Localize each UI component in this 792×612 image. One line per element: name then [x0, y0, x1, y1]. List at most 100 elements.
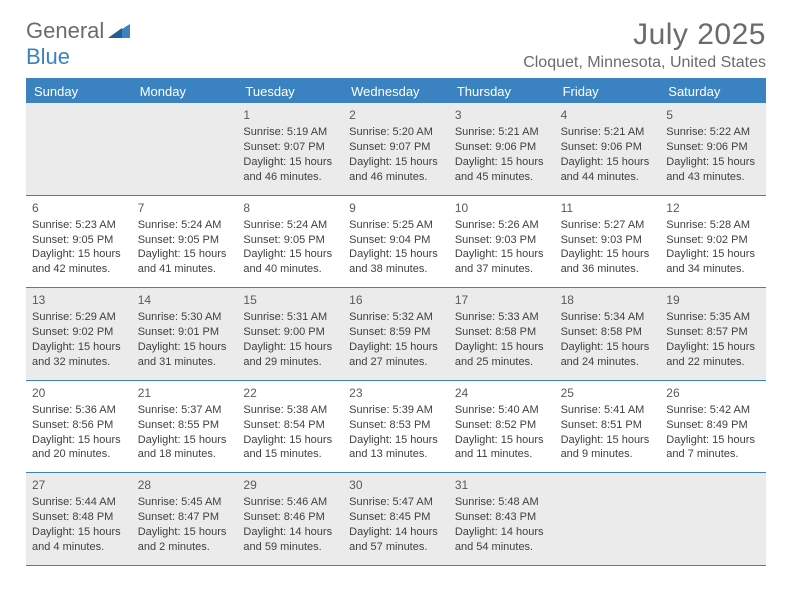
day-number: 28 [138, 477, 232, 493]
sunset-line: Sunset: 9:06 PM [666, 140, 760, 155]
calendar-week-row: 27Sunrise: 5:44 AMSunset: 8:48 PMDayligh… [26, 473, 766, 566]
day-number: 24 [455, 385, 549, 401]
calendar-cell: 17Sunrise: 5:33 AMSunset: 8:58 PMDayligh… [449, 288, 555, 380]
calendar-cell [660, 473, 766, 565]
sunset-line: Sunset: 9:05 PM [32, 233, 126, 248]
daylight-line: Daylight: 15 hours and 31 minutes. [138, 340, 232, 370]
dayhead-thursday: Thursday [449, 80, 555, 103]
daylight-line: Daylight: 15 hours and 11 minutes. [455, 433, 549, 463]
calendar-cell: 14 Sunrise: 5:30 AMSunset: 9:01 PMDayligh… [132, 288, 238, 380]
dayhead-tuesday: Tuesday [237, 80, 343, 103]
calendar-cell: 8Sunrise: 5:24 AMSunset: 9:05 PMDaylight… [237, 196, 343, 288]
day-number: 6 [32, 200, 126, 216]
sunrise-line: Sunrise: 5:29 AM [32, 310, 126, 325]
daylight-line: Daylight: 15 hours and 15 minutes. [243, 433, 337, 463]
sunrise-line: Sunrise: 5:48 AM [455, 495, 549, 510]
sunrise-line: Sunrise: 5:23 AM [32, 218, 126, 233]
daylight-line: Daylight: 14 hours and 54 minutes. [455, 525, 549, 555]
sunset-line: Sunset: 9:01 PM [138, 325, 232, 340]
calendar-week-row: 6Sunrise: 5:23 AMSunset: 9:05 PMDaylight… [26, 196, 766, 289]
day-number: 15 [243, 292, 337, 308]
calendar-cell: 13Sunrise: 5:29 AMSunset: 9:02 PMDayligh… [26, 288, 132, 380]
dayhead-monday: Monday [132, 80, 238, 103]
sunrise-line: Sunrise: 5:30 AM [138, 310, 232, 325]
day-number: 4 [561, 107, 655, 123]
daylight-line: Daylight: 15 hours and 29 minutes. [243, 340, 337, 370]
calendar-cell: 31Sunrise: 5:48 AMSunset: 8:43 PMDayligh… [449, 473, 555, 565]
calendar-cell [555, 473, 661, 565]
calendar-cell: 20Sunrise: 5:36 AMSunset: 8:56 PMDayligh… [26, 381, 132, 473]
day-number: 16 [349, 292, 443, 308]
daylight-line: Daylight: 15 hours and 9 minutes. [561, 433, 655, 463]
daylight-line: Daylight: 15 hours and 36 minutes. [561, 247, 655, 277]
day-number: 13 [32, 292, 126, 308]
calendar-cell: 30Sunrise: 5:47 AMSunset: 8:45 PMDayligh… [343, 473, 449, 565]
logo-text-blue: Blue [26, 44, 70, 69]
daylight-line: Daylight: 15 hours and 46 minutes. [349, 155, 443, 185]
daylight-line: Daylight: 15 hours and 38 minutes. [349, 247, 443, 277]
daylight-line: Daylight: 15 hours and 40 minutes. [243, 247, 337, 277]
daylight-line: Daylight: 15 hours and 22 minutes. [666, 340, 760, 370]
calendar-cell: 21Sunrise: 5:37 AMSunset: 8:55 PMDayligh… [132, 381, 238, 473]
sunset-line: Sunset: 9:02 PM [32, 325, 126, 340]
day-number: 26 [666, 385, 760, 401]
day-number: 7 [138, 200, 232, 216]
day-number: 10 [455, 200, 549, 216]
calendar-cell: 19Sunrise: 5:35 AMSunset: 8:57 PMDayligh… [660, 288, 766, 380]
sunrise-line: Sunrise: 5:47 AM [349, 495, 443, 510]
day-number: 8 [243, 200, 337, 216]
calendar-cell [132, 103, 238, 195]
daylight-line: Daylight: 15 hours and 41 minutes. [138, 247, 232, 277]
calendar-cell: 10Sunrise: 5:26 AMSunset: 9:03 PMDayligh… [449, 196, 555, 288]
sunrise-line: Sunrise: 5:24 AM [138, 218, 232, 233]
day-number: 18 [561, 292, 655, 308]
calendar-page: General July 2025 Cloquet, Minnesota, Un… [0, 0, 792, 584]
calendar-cell: 12Sunrise: 5:28 AMSunset: 9:02 PMDayligh… [660, 196, 766, 288]
sunrise-line: Sunrise: 5:42 AM [666, 403, 760, 418]
sunset-line: Sunset: 8:54 PM [243, 418, 337, 433]
sunset-line: Sunset: 8:52 PM [455, 418, 549, 433]
daylight-line: Daylight: 15 hours and 20 minutes. [32, 433, 126, 463]
calendar-cell: 23Sunrise: 5:39 AMSunset: 8:53 PMDayligh… [343, 381, 449, 473]
calendar-week-row: 1Sunrise: 5:19 AMSunset: 9:07 PMDaylight… [26, 103, 766, 196]
sunset-line: Sunset: 9:06 PM [561, 140, 655, 155]
calendar-cell: 29Sunrise: 5:46 AMSunset: 8:46 PMDayligh… [237, 473, 343, 565]
day-number: 22 [243, 385, 337, 401]
daylight-line: Daylight: 15 hours and 42 minutes. [32, 247, 126, 277]
title-block: July 2025 Cloquet, Minnesota, United Sta… [523, 18, 766, 72]
calendar-cell: 2Sunrise: 5:20 AMSunset: 9:07 PMDaylight… [343, 103, 449, 195]
sunrise-line: Sunrise: 5:27 AM [561, 218, 655, 233]
sunrise-line: Sunrise: 5:34 AM [561, 310, 655, 325]
sunrise-line: Sunrise: 5:21 AM [455, 125, 549, 140]
topbar: General July 2025 Cloquet, Minnesota, Un… [26, 18, 766, 72]
daylight-line: Daylight: 15 hours and 46 minutes. [243, 155, 337, 185]
day-number: 19 [666, 292, 760, 308]
logo-sail-icon [108, 20, 130, 38]
sunset-line: Sunset: 9:03 PM [455, 233, 549, 248]
sunrise-line: Sunrise: 5:44 AM [32, 495, 126, 510]
calendar-cell: 11Sunrise: 5:27 AMSunset: 9:03 PMDayligh… [555, 196, 661, 288]
day-number: 14 [138, 292, 232, 308]
sunset-line: Sunset: 8:57 PM [666, 325, 760, 340]
sunrise-line: Sunrise: 5:36 AM [32, 403, 126, 418]
day-number: 27 [32, 477, 126, 493]
sunset-line: Sunset: 8:59 PM [349, 325, 443, 340]
day-number: 11 [561, 200, 655, 216]
day-number: 12 [666, 200, 760, 216]
day-number: 20 [32, 385, 126, 401]
sunrise-line: Sunrise: 5:39 AM [349, 403, 443, 418]
sunset-line: Sunset: 8:58 PM [561, 325, 655, 340]
daylight-line: Daylight: 15 hours and 4 minutes. [32, 525, 126, 555]
sunrise-line: Sunrise: 5:24 AM [243, 218, 337, 233]
calendar-cell: 3Sunrise: 5:21 AMSunset: 9:06 PMDaylight… [449, 103, 555, 195]
sunset-line: Sunset: 9:06 PM [455, 140, 549, 155]
daylight-line: Daylight: 15 hours and 13 minutes. [349, 433, 443, 463]
calendar-cell [26, 103, 132, 195]
calendar-cell: 15Sunrise: 5:31 AMSunset: 9:00 PMDayligh… [237, 288, 343, 380]
day-number: 23 [349, 385, 443, 401]
sunset-line: Sunset: 8:46 PM [243, 510, 337, 525]
sunrise-line: Sunrise: 5:46 AM [243, 495, 337, 510]
sunrise-line: Sunrise: 5:21 AM [561, 125, 655, 140]
calendar-cell: 1Sunrise: 5:19 AMSunset: 9:07 PMDaylight… [237, 103, 343, 195]
day-number: 9 [349, 200, 443, 216]
